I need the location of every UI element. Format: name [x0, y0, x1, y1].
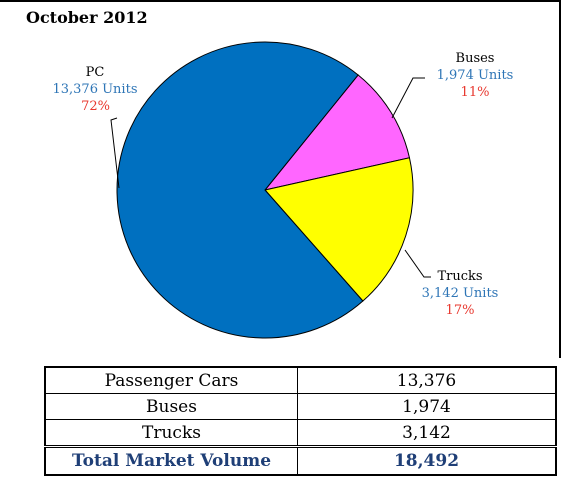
table-row: Passenger Cars 13,376 — [44, 366, 557, 394]
table-row: Buses 1,974 — [44, 393, 557, 420]
pie-slice-pc — [116, 41, 364, 339]
table-cell-label: Buses — [44, 393, 298, 420]
label-buses-name: Buses — [455, 51, 495, 66]
pie-chart — [110, 41, 431, 339]
total-value: 18,492 — [297, 445, 557, 476]
label-pc-name: PC — [85, 65, 105, 80]
label-pc-units: 13,376 Units — [52, 82, 138, 97]
table-cell-value: 3,142 — [297, 419, 557, 447]
label-pc: PC 13,376 Units 72% — [40, 64, 150, 115]
label-trucks: Trucks 3,142 Units 17% — [405, 268, 515, 319]
label-buses-units: 1,974 Units — [436, 68, 514, 83]
pie-slice-buses — [263, 74, 411, 191]
label-trucks-units: 3,142 Units — [421, 286, 499, 301]
label-buses: Buses 1,974 Units 11% — [420, 50, 530, 101]
table-cell-label: Passenger Cars — [44, 366, 298, 394]
table-total-row: Total Market Volume 18,492 — [44, 445, 557, 476]
label-pc-percent: 72% — [81, 99, 110, 114]
table-cell-label: Trucks — [44, 419, 298, 447]
label-trucks-name: Trucks — [437, 269, 483, 284]
leader-line-pc — [110, 117, 120, 189]
total-label: Total Market Volume — [44, 445, 298, 476]
pie-slice-trucks — [264, 157, 414, 302]
table-cell-value: 13,376 — [297, 366, 557, 394]
summary-table: Passenger Cars 13,376 Buses 1,974 Trucks… — [44, 366, 557, 476]
leader-line-buses — [391, 77, 425, 119]
chart-frame — [0, 0, 561, 358]
table-row: Trucks 3,142 — [44, 419, 557, 447]
label-buses-percent: 11% — [460, 85, 490, 100]
label-trucks-percent: 17% — [445, 303, 475, 318]
table-cell-value: 1,974 — [297, 393, 557, 420]
chart-title: October 2012 — [26, 8, 148, 27]
leader-line-trucks — [404, 249, 431, 278]
